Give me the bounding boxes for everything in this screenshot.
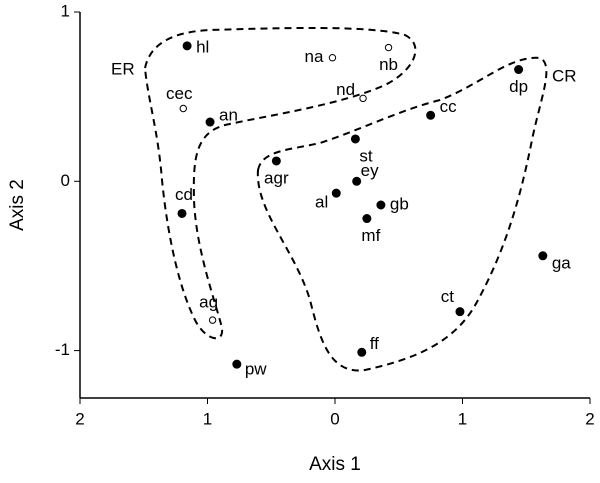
point-label: agr [264,168,289,187]
point [426,110,436,120]
x-tick-label: 1 [203,409,212,428]
point-label: cec [166,84,193,103]
point [205,117,215,127]
cr-hull [256,56,548,372]
point-label: cd [175,185,193,204]
x-tick-label: 0 [330,409,339,428]
point-label: ct [441,287,455,306]
point [328,54,337,62]
point [455,307,465,317]
point-label: nd [336,80,355,99]
point-label: hl [196,37,209,56]
point-label: ga [552,253,571,272]
point [357,347,367,357]
y-tick-label: 0 [61,171,70,190]
y-tick-label: 1 [61,1,70,20]
x-tick-label: 2 [75,409,84,428]
point-label: an [219,106,238,125]
point [350,134,360,144]
point [177,208,187,218]
point [182,41,192,51]
point-label: st [359,146,373,165]
point-label: nb [379,55,398,74]
point [352,176,362,186]
y-axis-title: Axis 2 [7,179,28,231]
er-hull [143,26,417,340]
x-tick-label: 1 [458,409,467,428]
x-tick-label: 2 [585,409,594,428]
group-label: ER [111,59,135,78]
group-label: CR [552,66,577,85]
point [384,43,393,52]
y-tick-label: -1 [55,340,70,359]
x-axis-title: Axis 1 [309,454,361,475]
point-label: mf [361,226,380,245]
point-label: pw [245,360,267,379]
point-label: na [305,47,324,66]
point [538,251,548,261]
point-label: ey [361,161,379,180]
point [179,104,187,113]
point [271,156,281,166]
point-label: dp [509,77,528,96]
point-label: ff [370,334,379,353]
point-label: cc [440,97,458,116]
point [359,94,367,103]
point-label: al [315,193,328,212]
point [514,65,524,75]
point [232,359,242,369]
point-label: ag [199,293,218,312]
point-label: gb [390,194,409,213]
point [376,200,386,210]
point [331,188,341,198]
point [208,316,217,324]
point [362,214,372,224]
